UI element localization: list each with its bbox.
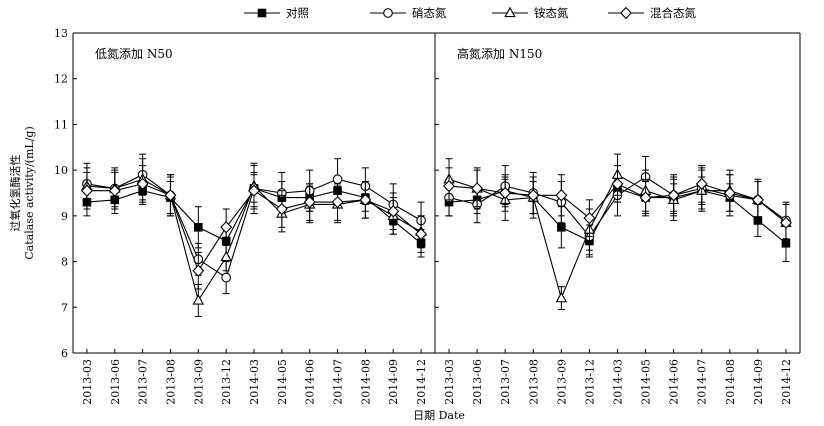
x-tick-label: 2013-07 <box>499 359 512 405</box>
y-tick-label: 11 <box>54 118 68 131</box>
legend-item-2: 硝态氮 <box>370 6 447 20</box>
x-tick-label: 2014-07 <box>696 359 709 405</box>
x-tick-label: 2013-09 <box>555 359 568 405</box>
data-point <box>303 195 316 209</box>
x-tick-label: 2013-07 <box>137 359 150 405</box>
legend-marker <box>620 6 632 20</box>
data-point <box>695 177 708 191</box>
x-tick-label: 2014-06 <box>668 359 681 405</box>
x-tick-label: 2014-05 <box>276 359 289 405</box>
data-point <box>248 184 260 197</box>
x-tick-label: 2013-06 <box>109 359 122 405</box>
data-point <box>527 189 540 202</box>
data-point <box>779 216 792 229</box>
x-tick-label: 2014-07 <box>332 359 345 405</box>
data-point <box>611 177 624 191</box>
x-tick-label: 2013-12 <box>220 359 233 405</box>
y-axis-title-en: Catalase activity/(mL/g) <box>23 126 36 259</box>
panel-1: 6 7 8 9 10 11 12 13 2013-03 2013-06 2013-07 2013-08… <box>54 27 435 405</box>
x-tick-label: 2014-03 <box>248 359 261 405</box>
x-tick-label: 2013-03 <box>81 359 94 405</box>
data-point <box>583 211 596 225</box>
legend-marker <box>504 6 516 18</box>
y-tick-label: 9 <box>61 210 68 223</box>
series-4 <box>443 165 792 242</box>
y-tick-label: 7 <box>61 301 68 314</box>
legend-marker <box>383 8 393 18</box>
data-point <box>194 222 203 232</box>
x-tick-label: 2014-08 <box>724 359 737 405</box>
x-tick-label: 2013-08 <box>164 359 177 405</box>
data-point <box>221 272 232 283</box>
x-tick-label: 2014-08 <box>359 359 372 405</box>
legend-item-3: 铵态氮 <box>492 6 569 20</box>
series-4 <box>80 165 428 290</box>
legend-marker <box>257 8 267 18</box>
x-tick-label: 2014-06 <box>304 359 317 405</box>
data-point <box>723 186 736 200</box>
data-point <box>557 222 566 232</box>
legend-item-4: 混合态氮 <box>608 6 696 20</box>
panel-title: 高氮添加 N150 <box>457 46 542 61</box>
legend-label: 混合态氮 <box>650 6 696 20</box>
data-point <box>275 202 288 216</box>
legend-item-1: 对照 <box>244 6 309 20</box>
data-point <box>220 221 233 234</box>
legend-label: 铵态氮 <box>534 6 569 20</box>
data-point <box>220 250 232 262</box>
legend-label: 对照 <box>286 6 309 20</box>
data-point <box>415 227 428 241</box>
data-point <box>164 189 177 202</box>
legend: 对照 硝态氮 铵态氮 混合态氮 <box>244 6 696 20</box>
panels: 6 7 8 9 10 11 12 13 2013-03 2013-06 2013-07 2013-08… <box>54 27 801 405</box>
data-point <box>387 205 400 218</box>
x-tick-label: 2013-09 <box>192 359 205 405</box>
data-point <box>332 174 343 185</box>
y-tick-label: 13 <box>54 27 68 40</box>
data-point <box>331 195 344 209</box>
data-point <box>751 193 764 207</box>
data-point <box>192 294 205 305</box>
y-axis-title-cn: 过氧化氢酶活性 <box>8 155 22 232</box>
data-point <box>499 186 512 200</box>
data-point <box>359 193 372 207</box>
data-point <box>443 179 456 193</box>
data-point <box>555 291 568 303</box>
data-point <box>667 189 680 202</box>
data-point <box>108 184 121 197</box>
y-tick-label: 6 <box>61 347 68 360</box>
x-tick-label: 2014-12 <box>780 359 793 405</box>
data-point <box>555 189 568 202</box>
data-point <box>192 264 205 277</box>
y-tick-label: 8 <box>61 256 68 269</box>
x-tick-label: 2014-09 <box>387 359 400 405</box>
x-tick-label: 2014-03 <box>612 359 625 405</box>
data-point <box>471 182 484 195</box>
y-tick-label: 12 <box>54 73 68 86</box>
x-tick-label: 2014-05 <box>640 359 653 405</box>
y-tick-label: 10 <box>54 164 68 177</box>
data-point <box>136 177 149 191</box>
data-point <box>639 191 652 204</box>
x-tick-label: 2013-08 <box>527 359 540 405</box>
x-tick-label: 2013-06 <box>471 359 484 405</box>
legend-label: 硝态氮 <box>412 6 447 20</box>
panel-2: 2013-03 2013-06 2013-07 2013-08 2013-09 2013-… <box>434 32 801 405</box>
x-tick-label: 2014-09 <box>752 359 765 405</box>
x-tick-label: 2013-12 <box>583 359 596 405</box>
panel-title: 低氮添加 N50 <box>95 46 173 61</box>
data-point <box>80 184 93 197</box>
x-tick-label: 2014-12 <box>415 359 428 405</box>
x-axis-title: 日期 Date <box>413 409 465 422</box>
x-tick-label: 2013-03 <box>443 359 456 405</box>
